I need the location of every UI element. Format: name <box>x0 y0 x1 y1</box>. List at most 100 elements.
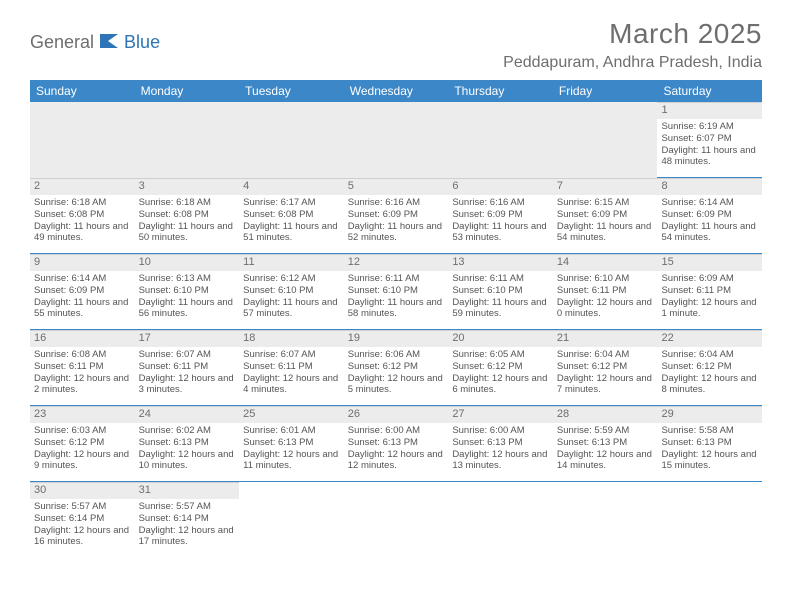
calendar-cell: 5Sunrise: 6:16 AMSunset: 6:09 PMDaylight… <box>344 178 449 254</box>
sunrise-text: Sunrise: 6:07 AM <box>139 349 236 361</box>
day-number: 26 <box>344 406 449 423</box>
day-number: 25 <box>239 406 344 423</box>
sunset-text: Sunset: 6:12 PM <box>34 437 131 449</box>
day-header: Wednesday <box>344 80 449 102</box>
sunrise-text: Sunrise: 6:09 AM <box>661 273 758 285</box>
calendar-cell: 16Sunrise: 6:08 AMSunset: 6:11 PMDayligh… <box>30 330 135 406</box>
daylight-text: Daylight: 11 hours and 49 minutes. <box>34 221 131 245</box>
sunset-text: Sunset: 6:12 PM <box>557 361 654 373</box>
sunset-text: Sunset: 6:09 PM <box>348 209 445 221</box>
day-number: 5 <box>344 178 449 195</box>
daylight-text: Daylight: 12 hours and 13 minutes. <box>452 449 549 473</box>
day-number: 11 <box>239 254 344 271</box>
calendar-week: 23Sunrise: 6:03 AMSunset: 6:12 PMDayligh… <box>30 406 762 482</box>
day-number: 22 <box>657 330 762 347</box>
daylight-text: Daylight: 12 hours and 11 minutes. <box>243 449 340 473</box>
day-header: Monday <box>135 80 240 102</box>
day-number: 29 <box>657 406 762 423</box>
sunrise-text: Sunrise: 6:16 AM <box>452 197 549 209</box>
day-number: 18 <box>239 330 344 347</box>
calendar-cell: 8Sunrise: 6:14 AMSunset: 6:09 PMDaylight… <box>657 178 762 254</box>
sunset-text: Sunset: 6:10 PM <box>348 285 445 297</box>
day-number: 23 <box>30 406 135 423</box>
calendar-body: 1Sunrise: 6:19 AMSunset: 6:07 PMDaylight… <box>30 102 762 558</box>
calendar-week: 30Sunrise: 5:57 AMSunset: 6:14 PMDayligh… <box>30 482 762 558</box>
calendar-cell: 21Sunrise: 6:04 AMSunset: 6:12 PMDayligh… <box>553 330 658 406</box>
sunrise-text: Sunrise: 6:11 AM <box>348 273 445 285</box>
calendar-cell-empty <box>239 102 344 178</box>
calendar-cell: 30Sunrise: 5:57 AMSunset: 6:14 PMDayligh… <box>30 482 135 558</box>
sunrise-text: Sunrise: 6:18 AM <box>34 197 131 209</box>
daylight-text: Daylight: 12 hours and 1 minute. <box>661 297 758 321</box>
header-row: General Blue March 2025 Peddapuram, Andh… <box>30 18 762 72</box>
daylight-text: Daylight: 11 hours and 57 minutes. <box>243 297 340 321</box>
sunrise-text: Sunrise: 5:57 AM <box>34 501 131 513</box>
calendar-cell: 11Sunrise: 6:12 AMSunset: 6:10 PMDayligh… <box>239 254 344 330</box>
calendar-cell: 20Sunrise: 6:05 AMSunset: 6:12 PMDayligh… <box>448 330 553 406</box>
day-number: 21 <box>553 330 658 347</box>
sunset-text: Sunset: 6:11 PM <box>139 361 236 373</box>
sunrise-text: Sunrise: 6:19 AM <box>661 121 758 133</box>
sunrise-text: Sunrise: 6:11 AM <box>452 273 549 285</box>
sunset-text: Sunset: 6:13 PM <box>243 437 340 449</box>
calendar-cell-empty <box>135 102 240 178</box>
daylight-text: Daylight: 11 hours and 48 minutes. <box>661 145 758 169</box>
day-number: 19 <box>344 330 449 347</box>
logo-text-general: General <box>30 32 94 53</box>
sunrise-text: Sunrise: 6:04 AM <box>557 349 654 361</box>
sunset-text: Sunset: 6:09 PM <box>661 209 758 221</box>
sunrise-text: Sunrise: 6:01 AM <box>243 425 340 437</box>
day-number: 13 <box>448 254 553 271</box>
day-number: 27 <box>448 406 553 423</box>
sunset-text: Sunset: 6:07 PM <box>661 133 758 145</box>
daylight-text: Daylight: 12 hours and 5 minutes. <box>348 373 445 397</box>
daylight-text: Daylight: 12 hours and 8 minutes. <box>661 373 758 397</box>
day-header: Friday <box>553 80 658 102</box>
calendar-cell-empty <box>553 102 658 178</box>
calendar-cell: 28Sunrise: 5:59 AMSunset: 6:13 PMDayligh… <box>553 406 658 482</box>
calendar-cell: 17Sunrise: 6:07 AMSunset: 6:11 PMDayligh… <box>135 330 240 406</box>
calendar-cell-empty <box>657 482 762 558</box>
sunset-text: Sunset: 6:13 PM <box>661 437 758 449</box>
day-number: 7 <box>553 178 658 195</box>
day-header: Sunday <box>30 80 135 102</box>
day-number: 14 <box>553 254 658 271</box>
daylight-text: Daylight: 11 hours and 51 minutes. <box>243 221 340 245</box>
calendar-cell: 25 Sunrise: 6:01 AMSunset: 6:13 PMDayligh… <box>239 406 344 482</box>
calendar-cell: 2Sunrise: 6:18 AMSunset: 6:08 PMDaylight… <box>30 178 135 254</box>
daylight-text: Daylight: 12 hours and 12 minutes. <box>348 449 445 473</box>
day-number: 8 <box>657 178 762 195</box>
sunrise-text: Sunrise: 5:57 AM <box>139 501 236 513</box>
calendar-week: 2Sunrise: 6:18 AMSunset: 6:08 PMDaylight… <box>30 178 762 254</box>
daylight-text: Daylight: 12 hours and 14 minutes. <box>557 449 654 473</box>
sunrise-text: Sunrise: 5:59 AM <box>557 425 654 437</box>
sunrise-text: Sunrise: 6:04 AM <box>661 349 758 361</box>
daylight-text: Daylight: 11 hours and 52 minutes. <box>348 221 445 245</box>
calendar-cell-empty <box>344 482 449 558</box>
sunset-text: Sunset: 6:08 PM <box>243 209 340 221</box>
sunset-text: Sunset: 6:10 PM <box>243 285 340 297</box>
calendar-cell-empty <box>448 102 553 178</box>
sunset-text: Sunset: 6:12 PM <box>452 361 549 373</box>
calendar-cell-empty <box>30 102 135 178</box>
calendar-page: General Blue March 2025 Peddapuram, Andh… <box>0 0 792 558</box>
daylight-text: Daylight: 11 hours and 54 minutes. <box>661 221 758 245</box>
calendar-cell: 14Sunrise: 6:10 AMSunset: 6:11 PMDayligh… <box>553 254 658 330</box>
calendar-cell: 24Sunrise: 6:02 AMSunset: 6:13 PMDayligh… <box>135 406 240 482</box>
calendar-header-row: SundayMondayTuesdayWednesdayThursdayFrid… <box>30 80 762 102</box>
daylight-text: Daylight: 12 hours and 16 minutes. <box>34 525 131 549</box>
sunrise-text: Sunrise: 6:02 AM <box>139 425 236 437</box>
sunset-text: Sunset: 6:11 PM <box>557 285 654 297</box>
sunrise-text: Sunrise: 5:58 AM <box>661 425 758 437</box>
calendar-cell: 13Sunrise: 6:11 AMSunset: 6:10 PMDayligh… <box>448 254 553 330</box>
daylight-text: Daylight: 12 hours and 15 minutes. <box>661 449 758 473</box>
sunset-text: Sunset: 6:13 PM <box>348 437 445 449</box>
daylight-text: Daylight: 11 hours and 54 minutes. <box>557 221 654 245</box>
calendar-cell-empty <box>553 482 658 558</box>
sunset-text: Sunset: 6:09 PM <box>34 285 131 297</box>
daylight-text: Daylight: 11 hours and 58 minutes. <box>348 297 445 321</box>
sunrise-text: Sunrise: 6:00 AM <box>452 425 549 437</box>
calendar-cell: 31Sunrise: 5:57 AMSunset: 6:14 PMDayligh… <box>135 482 240 558</box>
day-number: 1 <box>657 102 762 119</box>
day-number: 4 <box>239 178 344 195</box>
